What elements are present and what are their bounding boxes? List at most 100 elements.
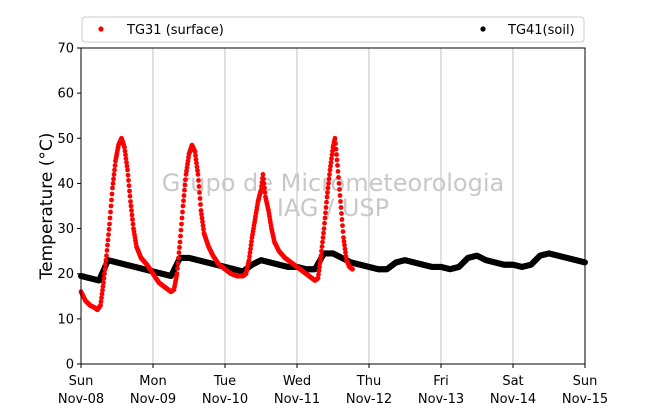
- surface-point: [323, 210, 328, 216]
- surface-point: [319, 244, 325, 250]
- surface-point: [200, 219, 205, 225]
- surface-point: [322, 215, 328, 221]
- surface-point: [181, 198, 186, 204]
- x-tick-label-date: Nov-09: [130, 392, 176, 407]
- surface-point: [180, 203, 186, 209]
- surface-point: [247, 254, 252, 259]
- surface-point: [197, 190, 202, 195]
- surface-point: [107, 221, 112, 227]
- surface-point: [325, 185, 331, 191]
- surface-point: [106, 226, 112, 232]
- x-tick-label-day: Mon: [139, 374, 166, 389]
- surface-point: [343, 254, 349, 259]
- surface-point: [182, 187, 187, 193]
- surface-point: [324, 199, 329, 205]
- surface-point: [193, 153, 198, 159]
- surface-point: [127, 188, 132, 194]
- surface-point: [262, 185, 267, 191]
- surface-point: [197, 196, 203, 201]
- surface-point: [327, 167, 333, 173]
- surface-point: [324, 194, 330, 200]
- x-tick-label-day: Tue: [213, 374, 236, 389]
- surface-point: [320, 239, 325, 245]
- x-tick-label-day: Fri: [433, 374, 449, 389]
- surface-point: [341, 239, 347, 244]
- x-tick-label-date: Nov-14: [490, 392, 536, 407]
- surface-point: [260, 172, 266, 177]
- surface-point: [124, 163, 130, 169]
- surface-point: [194, 160, 199, 166]
- watermark-line-1: Grupo de Micrometeorologia: [162, 169, 504, 197]
- y-tick-label: 0: [66, 358, 74, 373]
- surface-point: [124, 160, 129, 165]
- surface-point: [248, 242, 254, 248]
- series-surface: [78, 135, 355, 313]
- surface-point: [125, 167, 130, 173]
- surface-point: [122, 148, 128, 154]
- y-axis: 0 10 20 30 40 50 60 70: [57, 42, 81, 373]
- surface-point: [335, 163, 340, 168]
- surface-point: [182, 182, 188, 188]
- surface-point: [200, 223, 206, 229]
- surface-point: [106, 232, 111, 238]
- surface-point: [128, 203, 134, 209]
- surface-point: [98, 302, 103, 308]
- surface-point: [108, 209, 113, 215]
- surface-point: [261, 181, 267, 186]
- y-tick-label: 30: [57, 222, 74, 237]
- surface-point: [321, 226, 327, 232]
- surface-point: [174, 271, 180, 277]
- surface-point: [176, 255, 181, 261]
- surface-point: [343, 250, 348, 256]
- surface-point: [335, 169, 341, 174]
- legend[interactable]: TG31 (surface) TG41(soil): [81, 16, 585, 43]
- watermark-line-2: IAG / USP: [277, 194, 389, 222]
- surface-point: [175, 266, 180, 271]
- x-tick-label-date: Nov-10: [202, 392, 248, 407]
- surface-point: [334, 157, 340, 163]
- legend-marker-soil: [480, 26, 486, 32]
- surface-point: [326, 181, 331, 186]
- surface-point: [249, 239, 254, 244]
- surface-point: [342, 242, 347, 248]
- surface-point: [338, 199, 343, 204]
- surface-point: [104, 248, 110, 253]
- surface-point: [105, 237, 111, 243]
- surface-point: [103, 262, 108, 268]
- surface-point: [180, 209, 185, 215]
- surface-point: [110, 181, 116, 186]
- surface-point: [125, 172, 131, 178]
- surface-point: [102, 266, 108, 272]
- surface-point: [201, 226, 206, 232]
- surface-point: [320, 235, 326, 241]
- legend-box: [81, 16, 585, 43]
- surface-point: [129, 208, 134, 213]
- surface-point: [183, 177, 188, 183]
- y-tick-label: 40: [57, 177, 74, 192]
- surface-point: [342, 246, 348, 252]
- surface-point: [101, 275, 107, 281]
- surface-point: [177, 239, 183, 245]
- surface-point: [261, 176, 266, 182]
- surface-point: [100, 284, 106, 289]
- surface-point: [100, 287, 105, 293]
- surface-point: [341, 235, 346, 241]
- surface-point: [126, 183, 132, 189]
- surface-point: [318, 257, 323, 262]
- surface-point: [108, 203, 114, 209]
- surface-point: [325, 190, 330, 195]
- legend-label-soil: TG41(soil): [507, 23, 575, 38]
- surface-point: [199, 211, 204, 217]
- surface-point: [318, 253, 324, 259]
- surface-point: [105, 242, 110, 248]
- surface-point: [247, 250, 253, 256]
- surface-point: [192, 149, 198, 155]
- surface-point: [329, 156, 334, 162]
- surface-point: [336, 181, 342, 186]
- surface-point: [196, 178, 201, 183]
- surface-point: [104, 253, 109, 259]
- y-tick-label: 10: [57, 312, 74, 327]
- surface-point: [317, 260, 323, 266]
- surface-point: [323, 205, 329, 210]
- y-axis-title: Temperature (°C): [37, 133, 57, 281]
